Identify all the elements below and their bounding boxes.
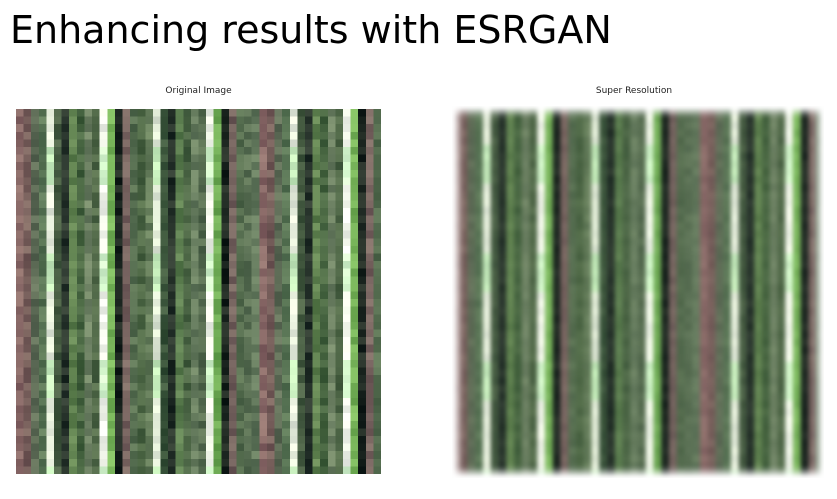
super-resolution-image xyxy=(452,106,824,478)
original-image-panel: Original Image xyxy=(16,86,382,480)
original-image xyxy=(16,109,382,475)
super-resolution-panel: Super Resolution xyxy=(442,86,826,486)
slide-title: Enhancing results with ESRGAN xyxy=(10,8,612,52)
super-resolution-smoothed-image xyxy=(452,106,824,478)
original-image-caption: Original Image xyxy=(165,86,232,96)
super-resolution-caption: Super Resolution xyxy=(595,86,673,96)
original-pixelated-image xyxy=(16,109,382,475)
